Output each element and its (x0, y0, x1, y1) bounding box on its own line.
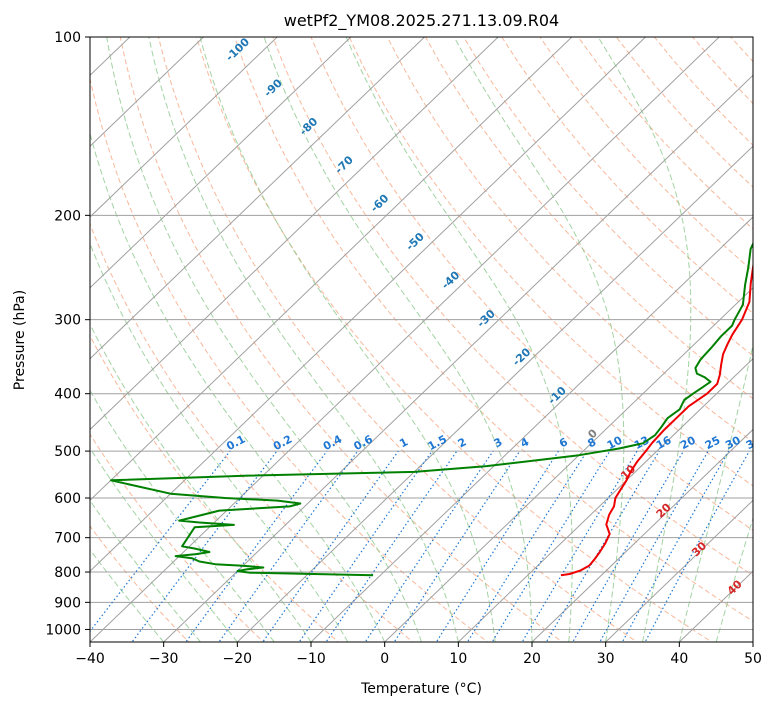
isotherm (383, 287, 753, 642)
isotherms (90, 37, 753, 642)
dry-adiabat (501, 37, 753, 314)
dry-adiabat (195, 37, 713, 642)
x-tick-label: 50 (744, 651, 762, 667)
mixing-ratio-line (364, 450, 494, 642)
mixing-ratio-line (325, 450, 458, 642)
dry-adiabat (234, 37, 753, 622)
dry-adiabat (90, 76, 489, 642)
mixing-ratio-label: 16 (654, 433, 674, 452)
moist-adiabat (597, 37, 692, 642)
y-tick-label: 400 (54, 387, 81, 403)
x-tick-label: 0 (380, 651, 389, 667)
isotherm (310, 216, 753, 642)
dry-adiabat (90, 334, 339, 642)
x-tick-label: 30 (597, 651, 615, 667)
dry-adiabat (463, 37, 753, 357)
plot-area: 0.10.20.40.611.52346810131620253036-100-… (90, 37, 764, 642)
y-tick-label: 500 (54, 444, 81, 460)
x-axis-ticks: −40 −30 −20 −10 0 10 20 30 40 50 (75, 642, 762, 667)
mixing-ratio-line (545, 450, 660, 642)
dry-adiabat (90, 433, 265, 642)
y-tick-label: 600 (54, 491, 81, 507)
mixing-ratio-line (262, 450, 399, 642)
y-tick-label: 1000 (45, 622, 81, 638)
mixing-ratio-label: 20 (678, 433, 698, 452)
mixing-ratio-label: 30 (723, 433, 743, 452)
y-tick-label: 700 (54, 531, 81, 547)
x-tick-label: −40 (75, 651, 105, 667)
x-tick-label: 20 (523, 651, 541, 667)
temperature-line (560, 260, 753, 577)
moist-adiabat (90, 499, 201, 642)
mixing-ratio-label: 25 (703, 434, 723, 453)
x-tick-label: −10 (296, 651, 326, 667)
dry-adiabat (157, 37, 638, 642)
mixing-ratio-line (218, 450, 359, 642)
y-axis-label: Pressure (hPa) (12, 290, 28, 390)
dry-adiabat (90, 525, 190, 642)
moist-adiabat (90, 131, 386, 642)
y-tick-label: 100 (54, 30, 81, 46)
mixing-ratio-line (572, 450, 685, 642)
sounding-series (109, 241, 753, 577)
mixing-ratio-line (491, 450, 611, 642)
mixing-ratio-line (393, 450, 521, 642)
mixing-ratio-line (185, 450, 328, 642)
moist-adiabat (345, 37, 573, 642)
dewpoint-line (109, 241, 753, 577)
plot-frame (89, 36, 754, 643)
isotherm (457, 357, 753, 642)
isotherm (90, 37, 352, 289)
pressure-gridlines (90, 37, 753, 630)
mixing-ratio-label: 36 (744, 433, 764, 452)
mixing-ratio-line (466, 450, 588, 642)
moist-adiabat (90, 548, 165, 642)
moist-adiabat (90, 447, 238, 642)
x-tick-label: 10 (449, 651, 467, 667)
isotherm (90, 37, 278, 218)
dry-adiabat (386, 37, 753, 443)
moist-adiabat (199, 37, 496, 642)
dry-adiabat (272, 37, 753, 577)
mixing-ratio-line (435, 450, 560, 642)
y-tick-label: 800 (54, 565, 81, 581)
moist-adiabat (90, 242, 349, 642)
mixing-ratio-line (644, 450, 750, 642)
moist-adiabat (106, 37, 422, 642)
mixing-ratio-line (298, 450, 433, 642)
chart-title: wetPf2_YM08.2025.271.13.09.R04 (284, 11, 559, 31)
isotherm (90, 37, 647, 572)
dry-adiabat (310, 37, 753, 531)
isotherm (90, 37, 499, 431)
isotherm (236, 145, 753, 642)
y-tick-label: 900 (54, 595, 81, 611)
x-axis-label: Temperature (°C) (360, 681, 482, 697)
dry-adiabats (90, 37, 753, 642)
isotherm (531, 428, 753, 642)
isotherm (90, 37, 205, 147)
y-axis-ticks: 100 200 300 400 500 600 700 800 900 1000 (45, 30, 90, 638)
isotherm (90, 37, 573, 502)
isotherm (90, 37, 426, 360)
x-tick-label: 40 (670, 651, 688, 667)
moist-adiabat (263, 37, 533, 642)
y-tick-label: 300 (54, 313, 81, 329)
isotherm (162, 74, 753, 642)
y-tick-label: 200 (54, 208, 81, 224)
x-tick-label: −30 (149, 651, 179, 667)
dry-adiabat (119, 37, 564, 642)
x-tick-label: −20 (223, 651, 253, 667)
isotherm (604, 499, 753, 642)
